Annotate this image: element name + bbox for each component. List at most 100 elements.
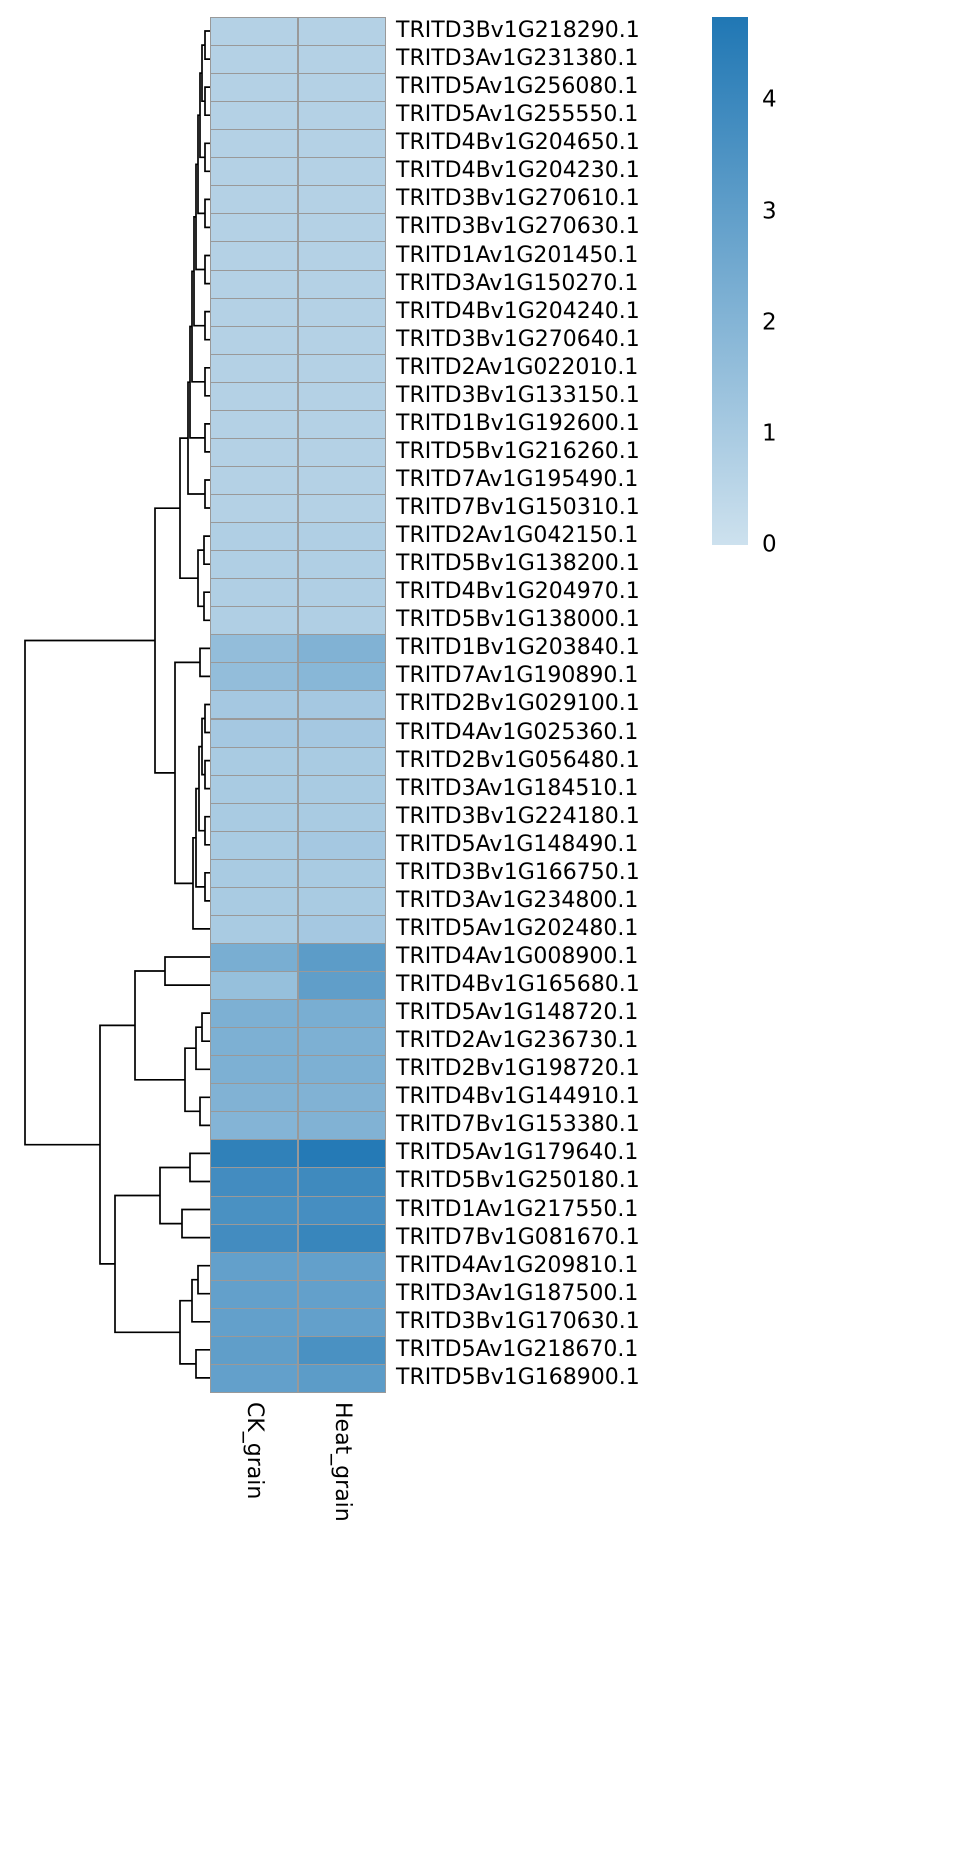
heatmap-cell bbox=[298, 550, 386, 580]
row-label: TRITD5Bv1G216260.1 bbox=[396, 438, 640, 464]
heatmap-cell bbox=[210, 185, 298, 215]
row-label: TRITD3Bv1G270630.1 bbox=[396, 214, 640, 240]
row-label: TRITD4Av1G025360.1 bbox=[396, 719, 639, 745]
heatmap-cell bbox=[210, 830, 298, 860]
heatmap-cell bbox=[298, 1307, 386, 1337]
heatmap-cell bbox=[298, 634, 386, 664]
row-label: TRITD3Bv1G224180.1 bbox=[396, 803, 640, 829]
heatmap-cell bbox=[210, 1223, 298, 1253]
heatmap-cell bbox=[210, 1027, 298, 1057]
heatmap-cell bbox=[298, 1335, 386, 1365]
heatmap-cell bbox=[298, 465, 386, 495]
row-label: TRITD4Bv1G204650.1 bbox=[396, 130, 640, 156]
heatmap-cell bbox=[210, 381, 298, 411]
row-label: TRITD1Bv1G203840.1 bbox=[396, 635, 640, 661]
row-label: TRITD2Av1G236730.1 bbox=[396, 1028, 639, 1054]
heatmap-cell bbox=[298, 1279, 386, 1309]
legend-tick-label: 2 bbox=[762, 309, 777, 336]
heatmap-cell bbox=[298, 494, 386, 524]
heatmap-cell bbox=[210, 914, 298, 944]
heatmap-cell bbox=[298, 1223, 386, 1253]
heatmap-cell bbox=[210, 465, 298, 495]
legend-gradient-bar bbox=[712, 17, 748, 545]
heatmap-cell bbox=[298, 297, 386, 327]
row-label: TRITD3Av1G231380.1 bbox=[396, 46, 639, 72]
heatmap-cell bbox=[210, 157, 298, 187]
heatmap-cell bbox=[298, 690, 386, 720]
heatmap-cell bbox=[298, 1139, 386, 1169]
heatmap-cell bbox=[210, 1195, 298, 1225]
row-label: TRITD2Av1G022010.1 bbox=[396, 354, 639, 380]
row-label: TRITD5Bv1G250180.1 bbox=[396, 1168, 640, 1194]
row-label: TRITD3Bv1G133150.1 bbox=[396, 382, 640, 408]
heatmap-cell bbox=[298, 774, 386, 804]
heatmap-cell bbox=[210, 662, 298, 692]
row-label: TRITD5Bv1G168900.1 bbox=[396, 1364, 640, 1390]
row-label: TRITD4Av1G209810.1 bbox=[396, 1252, 639, 1278]
heatmap-cell bbox=[298, 718, 386, 748]
heatmap-cell bbox=[298, 17, 386, 47]
heatmap-cell bbox=[210, 241, 298, 271]
heatmap-cell bbox=[298, 269, 386, 299]
heatmap-cell bbox=[210, 297, 298, 327]
heatmap-cell bbox=[210, 971, 298, 1001]
row-label: TRITD5Av1G255550.1 bbox=[396, 102, 639, 128]
heatmap-cell bbox=[298, 1363, 386, 1393]
heatmap-cell bbox=[298, 381, 386, 411]
row-label: TRITD5Av1G179640.1 bbox=[396, 1140, 639, 1166]
heatmap-cell bbox=[210, 1307, 298, 1337]
heatmap-cell bbox=[298, 409, 386, 439]
heatmap-cell bbox=[298, 578, 386, 608]
heatmap-cell bbox=[210, 1335, 298, 1365]
heatmap-cell bbox=[298, 1083, 386, 1113]
row-label: TRITD1Av1G217550.1 bbox=[396, 1196, 639, 1222]
row-label: TRITD2Bv1G198720.1 bbox=[396, 1056, 640, 1082]
heatmap-cell bbox=[298, 802, 386, 832]
row-label: TRITD5Av1G256080.1 bbox=[396, 74, 639, 100]
heatmap-cell bbox=[210, 774, 298, 804]
row-label: TRITD3Bv1G166750.1 bbox=[396, 859, 640, 885]
heatmap-cell bbox=[210, 858, 298, 888]
heatmap-cell bbox=[210, 494, 298, 524]
row-label: TRITD5Av1G202480.1 bbox=[396, 915, 639, 941]
heatmap-cell bbox=[298, 437, 386, 467]
heatmap-cell bbox=[210, 325, 298, 355]
heatmap-cell bbox=[298, 45, 386, 75]
heatmap-cell bbox=[210, 437, 298, 467]
heatmap-cell bbox=[298, 522, 386, 552]
row-label: TRITD7Bv1G150310.1 bbox=[396, 495, 640, 521]
row-label: TRITD7Av1G190890.1 bbox=[396, 663, 639, 689]
heatmap-cell bbox=[298, 1167, 386, 1197]
row-label: TRITD3Bv1G218290.1 bbox=[396, 18, 640, 44]
row-label: TRITD3Av1G187500.1 bbox=[396, 1280, 639, 1306]
row-label: TRITD3Av1G234800.1 bbox=[396, 887, 639, 913]
heatmap-cell bbox=[210, 1363, 298, 1393]
row-label: TRITD4Bv1G204240.1 bbox=[396, 298, 640, 324]
heatmap-cell bbox=[210, 718, 298, 748]
heatmap-cell bbox=[298, 1195, 386, 1225]
row-label: TRITD2Bv1G029100.1 bbox=[396, 691, 640, 717]
heatmap-cell bbox=[210, 802, 298, 832]
heatmap-cell bbox=[210, 213, 298, 243]
heatmap-cell bbox=[210, 1139, 298, 1169]
heatmap-cell bbox=[210, 606, 298, 636]
heatmap-cell bbox=[298, 1055, 386, 1085]
row-label: TRITD3Bv1G270640.1 bbox=[396, 326, 640, 352]
heatmap-cell bbox=[210, 1279, 298, 1309]
heatmap-cell bbox=[210, 746, 298, 776]
heatmap-cell bbox=[298, 213, 386, 243]
heatmap-cell bbox=[298, 942, 386, 973]
heatmap-cell bbox=[298, 971, 386, 1001]
heatmap-cell bbox=[298, 73, 386, 103]
row-label: TRITD3Av1G184510.1 bbox=[396, 775, 639, 801]
heatmap-cell bbox=[210, 45, 298, 75]
heatmap-cell bbox=[210, 1083, 298, 1113]
heatmap-cell bbox=[210, 17, 298, 47]
row-label: TRITD2Bv1G056480.1 bbox=[396, 747, 640, 773]
column-label: CK_grain bbox=[242, 1402, 267, 1500]
heatmap-cell bbox=[298, 1027, 386, 1057]
row-label: TRITD5Bv1G138200.1 bbox=[396, 551, 640, 577]
heatmap-cell bbox=[210, 1167, 298, 1197]
heatmap-cell bbox=[210, 1055, 298, 1085]
